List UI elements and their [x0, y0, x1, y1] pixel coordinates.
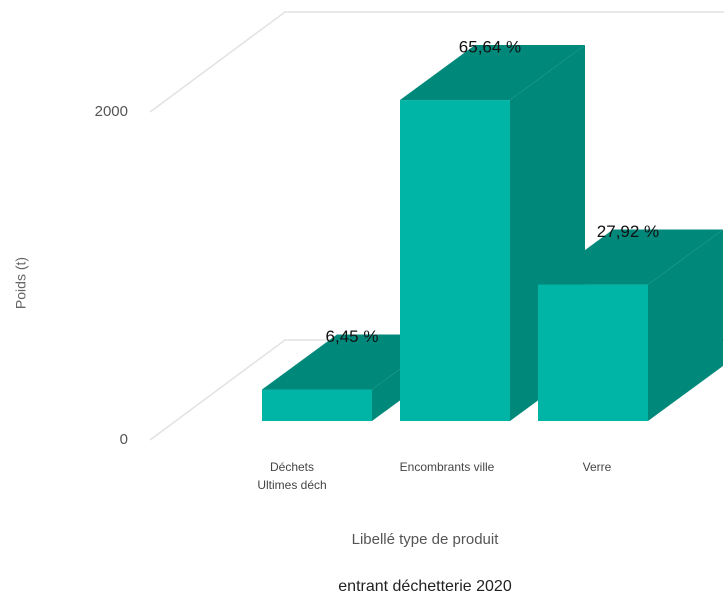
bar [538, 284, 648, 421]
x-tick-label: Verre [582, 460, 612, 474]
bar-top [400, 45, 585, 101]
x-axis-title: Libellé type de produit [352, 531, 500, 548]
data-label: 65,64 % [459, 38, 521, 57]
data-label: 27,92 % [597, 222, 659, 241]
bar-side [648, 229, 723, 421]
x-tick-label: Déchets Ultimes déch [257, 460, 327, 492]
y-tick-label: 2000 [95, 103, 128, 120]
y-axis-title: Poids (t) [13, 257, 29, 309]
data-label: 6,45 % [326, 327, 379, 346]
bar-top [538, 229, 723, 285]
chart-title: entrant déchetterie 2020 [338, 578, 512, 595]
y-tick-label: 0 [120, 431, 128, 448]
bar [262, 389, 372, 421]
grid-line [149, 11, 724, 113]
x-tick-label: Encombrants ville [399, 460, 495, 474]
bar [400, 100, 510, 421]
